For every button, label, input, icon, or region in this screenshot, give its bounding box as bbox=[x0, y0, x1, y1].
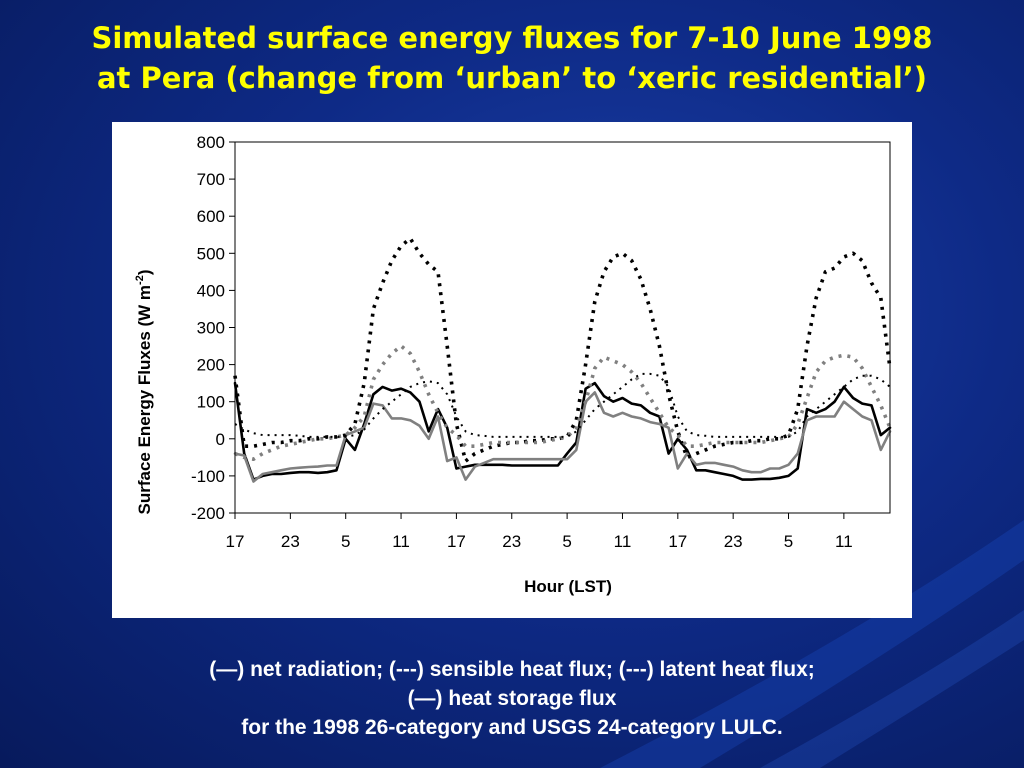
x-axis-label: Hour (LST) bbox=[524, 577, 612, 596]
y-axis: -200 -100 0 100 200 300 400 500 600 700 800 bbox=[191, 133, 235, 523]
x-tick-label: 23 bbox=[281, 532, 300, 551]
figure-caption: (—) net radiation; (---) sensible heat f… bbox=[0, 655, 1024, 742]
y-tick-label: 400 bbox=[197, 281, 225, 300]
x-tick-label: 11 bbox=[614, 532, 632, 551]
x-tick-label: 11 bbox=[835, 532, 853, 551]
x-tick-label: 17 bbox=[226, 532, 245, 551]
series-layer bbox=[233, 236, 892, 483]
y-tick-label: 700 bbox=[197, 170, 225, 189]
y-tick-label: 300 bbox=[197, 319, 225, 338]
y-tick-label: 0 bbox=[216, 430, 225, 449]
series-line-heat-storage bbox=[233, 391, 892, 483]
caption-line-2: (—) heat storage flux bbox=[407, 687, 617, 710]
series-line-other bbox=[234, 372, 891, 438]
y-tick-label: 500 bbox=[197, 244, 225, 263]
x-tick-label: 23 bbox=[502, 532, 521, 551]
x-tick-label: 5 bbox=[784, 532, 793, 551]
x-tick-label: 17 bbox=[668, 532, 687, 551]
x-tick-label: 11 bbox=[392, 532, 410, 551]
y-axis-label-superscript: -2 bbox=[134, 275, 146, 285]
y-axis-label-end: ) bbox=[135, 269, 154, 275]
slide-title-line-1: Simulated surface energy fluxes for 7-10… bbox=[91, 21, 933, 55]
series-line-sensible-heat bbox=[233, 236, 892, 463]
x-tick-label: 17 bbox=[447, 532, 466, 551]
chart-panel: -200 -100 0 100 200 300 400 500 600 700 800 17 23 5 1… bbox=[112, 122, 912, 618]
y-tick-label: -100 bbox=[191, 467, 225, 486]
x-tick-label: 5 bbox=[341, 532, 350, 551]
y-tick-label: -200 bbox=[191, 504, 225, 523]
y-tick-label: 200 bbox=[197, 356, 225, 375]
slide-title-line-2: at Pera (change from ‘urban’ to ‘xeric r… bbox=[96, 61, 928, 95]
y-axis-label-main: Surface Energy Fluxes (W m bbox=[135, 285, 154, 515]
y-tick-label: 600 bbox=[197, 207, 225, 226]
series-line-latent-heat bbox=[234, 344, 892, 462]
x-tick-label: 23 bbox=[724, 532, 743, 551]
x-tick-label: 5 bbox=[562, 532, 571, 551]
slide-title: Simulated surface energy fluxes for 7-10… bbox=[0, 18, 1024, 98]
y-axis-label: Surface Energy Fluxes (W m-2) bbox=[134, 269, 154, 514]
plot-frame bbox=[234, 141, 891, 514]
y-tick-label: 800 bbox=[197, 133, 225, 152]
caption-line-1: (—) net radiation; (---) sensible heat f… bbox=[209, 658, 815, 681]
y-tick-label: 100 bbox=[197, 393, 225, 412]
caption-line-3: for the 1998 26-category and USGS 24-cat… bbox=[241, 716, 783, 739]
x-axis: 17 23 5 11 17 23 5 11 17 23 5 11 bbox=[226, 513, 853, 551]
